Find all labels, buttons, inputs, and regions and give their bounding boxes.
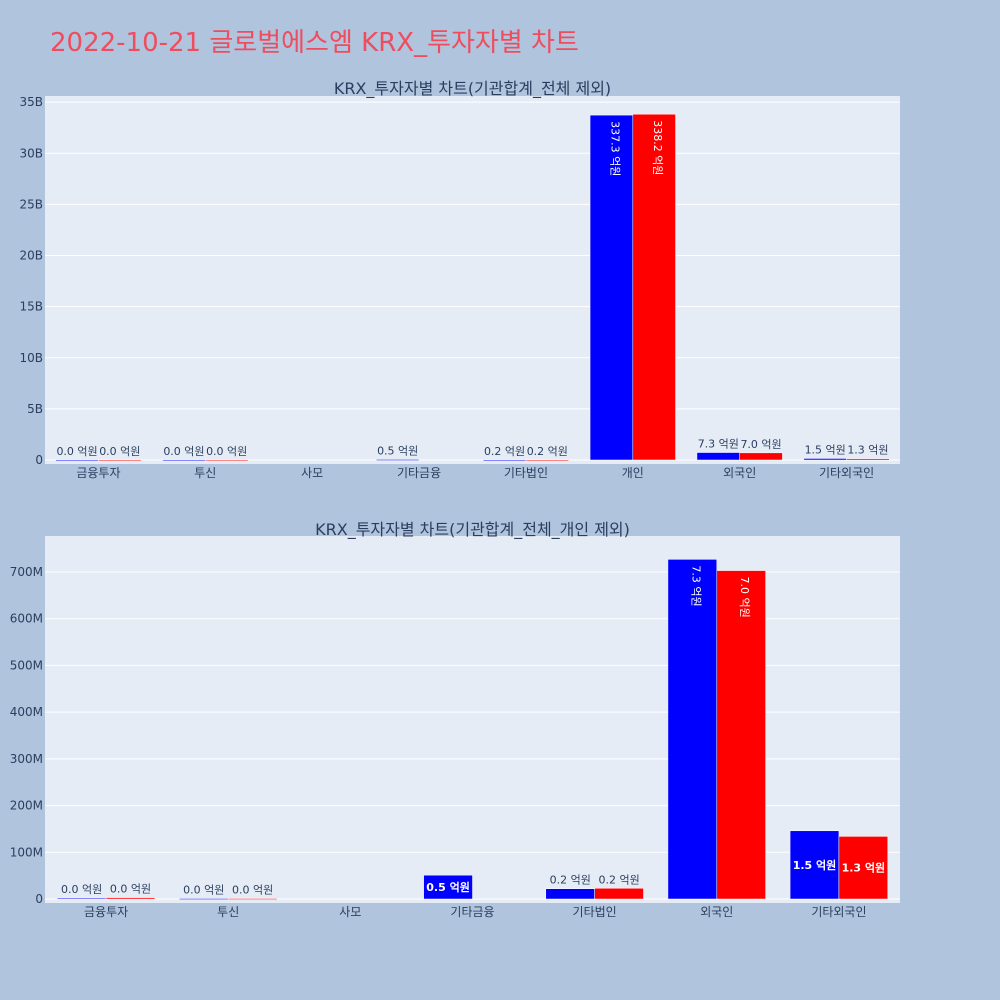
- y-tick-label: 15B: [19, 300, 43, 314]
- y-tick-label: 300M: [10, 752, 43, 766]
- data-label: 1.3 억원: [842, 861, 886, 875]
- data-label: 0.2 억원: [484, 445, 525, 458]
- bar: [667, 559, 718, 900]
- bar: [376, 459, 420, 461]
- y-tick-label: 5B: [27, 402, 43, 416]
- data-label: 0.0 억원: [163, 445, 204, 458]
- plot-area: [45, 536, 900, 903]
- bar: [98, 459, 142, 462]
- x-tick-label: 기타금융: [397, 466, 441, 480]
- x-tick-label: 외국인: [700, 905, 733, 919]
- data-label: 0.0 억원: [232, 884, 273, 897]
- data-label: 0.5 억원: [377, 444, 418, 457]
- data-label: 7.3 억원: [698, 438, 739, 451]
- y-tick-label: 0: [35, 892, 43, 906]
- y-tick-label: 500M: [10, 658, 43, 672]
- y-tick-label: 10B: [19, 351, 43, 365]
- data-label: 0.2 억원: [550, 874, 591, 887]
- x-tick-label: 투신: [194, 466, 216, 480]
- y-tick-label: 700M: [10, 565, 43, 579]
- data-label: 0.0 억원: [61, 883, 102, 896]
- data-label: 0.0 억원: [56, 445, 97, 458]
- bar: [545, 888, 595, 900]
- y-tick-label: 25B: [19, 197, 43, 211]
- y-tick-label: 200M: [10, 799, 43, 813]
- chart-title: KRX_투자자별 차트(기관합계_전체 제외): [334, 79, 611, 99]
- bar: [696, 452, 740, 461]
- y-tick-label: 600M: [10, 612, 43, 626]
- bar: [179, 898, 229, 900]
- bar: [525, 459, 569, 462]
- x-tick-label: 기타외국인: [811, 905, 866, 919]
- bar: [482, 459, 527, 462]
- y-tick-label: 35B: [19, 95, 43, 109]
- bar: [162, 459, 206, 462]
- data-label: 1.5 억원: [805, 443, 846, 456]
- data-label: 1.5 억원: [793, 858, 837, 872]
- bar: [56, 897, 107, 900]
- x-tick-label: 투신: [217, 905, 239, 919]
- y-tick-label: 30B: [19, 146, 43, 160]
- bar: [803, 458, 847, 461]
- x-tick-label: 기타금융: [450, 905, 494, 919]
- data-label: 0.5 억원: [426, 880, 470, 894]
- data-label: 7.0 억원: [738, 577, 751, 618]
- x-tick-label: 기타법인: [504, 466, 548, 480]
- bar: [55, 459, 99, 462]
- x-tick-label: 금융투자: [76, 466, 120, 480]
- data-label: 0.0 억원: [206, 445, 247, 458]
- x-tick-label: 금융투자: [84, 905, 128, 919]
- x-tick-label: 개인: [622, 466, 644, 480]
- data-label: 0.2 억원: [598, 873, 639, 886]
- bar: [205, 459, 249, 462]
- bar: [789, 830, 840, 900]
- bar: [739, 452, 783, 461]
- chart-1: 0 5B 10B 15B 20B 25B 30B 35B KRX_투자자별 차트(기관합계_전체…: [19, 79, 900, 480]
- x-tick-label: 사모: [339, 905, 361, 919]
- data-label: 7.0 억원: [740, 438, 781, 451]
- bar: [632, 113, 676, 461]
- bar: [227, 898, 278, 900]
- chart-2: 0 100M 200M 300M 400M 500M 600M 700M KRX_투자자별 차트…: [10, 520, 900, 919]
- y-tick-label: 100M: [10, 845, 43, 859]
- bar: [838, 836, 889, 900]
- y-tick-label: 400M: [10, 705, 43, 719]
- data-label: 338.2 억원: [651, 120, 664, 175]
- data-label: 0.0 억원: [99, 445, 140, 458]
- chart-title: KRX_투자자별 차트(기관합계_전체_개인 제외): [315, 520, 630, 540]
- data-label: 1.3 억원: [847, 444, 888, 457]
- bar: [594, 888, 644, 900]
- data-label: 7.3 억원: [689, 565, 702, 606]
- plot-area: [45, 96, 900, 464]
- x-tick-label: 기타외국인: [819, 466, 874, 480]
- y-tick-label: 20B: [19, 249, 43, 263]
- data-label: 337.3 억원: [608, 121, 621, 176]
- data-label: 0.0 억원: [110, 883, 151, 896]
- bar: [423, 874, 473, 900]
- x-tick-label: 외국인: [723, 466, 756, 480]
- x-tick-label: 기타법인: [573, 905, 617, 919]
- bar: [846, 458, 890, 461]
- bar: [716, 570, 766, 900]
- x-tick-label: 사모: [301, 466, 323, 480]
- data-label: 0.0 억원: [183, 884, 224, 897]
- page-title: 2022-10-21 글로벌에스엠 KRX_투자자별 차트: [50, 28, 579, 58]
- y-tick-label: 0: [35, 453, 43, 467]
- data-label: 0.2 억원: [527, 445, 568, 458]
- bar: [105, 897, 156, 900]
